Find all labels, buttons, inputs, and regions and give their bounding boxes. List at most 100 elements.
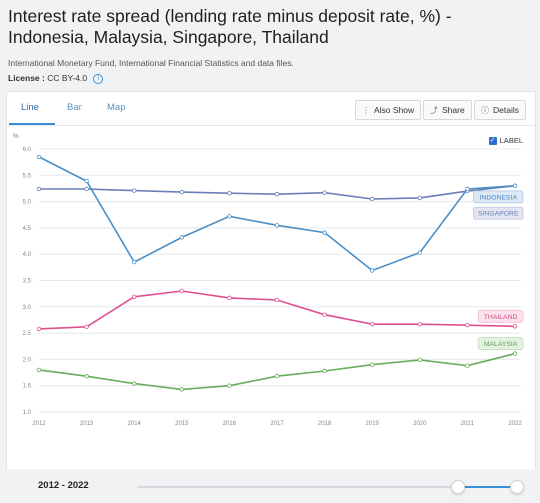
data-point-singapore [370, 268, 375, 273]
y-tick-label: 2.5 [23, 331, 32, 337]
chart-panel: Line Bar Map ⋮ Also Show ⤴ Share ⓘ Details … [6, 91, 536, 471]
data-point-thailand [84, 324, 89, 329]
y-unit-label: % [13, 133, 19, 140]
data-point-indonesia [84, 186, 89, 192]
y-tick-label: 5.5 [23, 173, 32, 179]
data-point-indonesia [179, 189, 184, 195]
checkbox-icon[interactable]: ✓ [488, 137, 497, 146]
license-label: License : [8, 73, 45, 83]
data-point-singapore [227, 214, 232, 219]
data-point-malaysia [179, 387, 184, 392]
data-point-malaysia [465, 363, 470, 368]
data-point-thailand [179, 288, 184, 294]
series-label-box [477, 309, 524, 323]
series-label-indonesia: INDONESIA [473, 190, 524, 204]
data-point-thailand [417, 321, 422, 327]
source-text: International Monetary Fund, Internation… [8, 58, 294, 68]
info-circle-icon: ⓘ [481, 106, 489, 115]
data-point-thailand [512, 324, 518, 329]
data-point-malaysia [84, 374, 89, 379]
line-chart: % 1.0 1.5 2.0 2.5 3.0 3.5 4.0 4.5 5.0 5.5 6.0 2012 20… [13, 133, 524, 427]
y-tick-label: 5.0 [23, 200, 32, 206]
series-label-malaysia: MALAYSIA [477, 337, 524, 350]
data-point-thailand [465, 323, 470, 328]
data-point-thailand [227, 295, 232, 301]
tab-line[interactable]: Line [21, 102, 39, 113]
data-point-malaysia [322, 368, 327, 374]
data-point-indonesia [274, 192, 280, 197]
data-point-singapore [322, 230, 327, 235]
data-point-malaysia [36, 367, 42, 373]
range-end-handle[interactable] [510, 480, 524, 494]
data-point-singapore [179, 235, 184, 240]
x-tick-label: 2015 [175, 421, 189, 427]
data-point-singapore [84, 178, 89, 184]
tab-map[interactable]: Map [107, 102, 126, 113]
data-point-indonesia [227, 190, 232, 196]
y-tick-label: 2.0 [23, 357, 32, 363]
series-label-box [477, 337, 524, 350]
x-tick-label: 2022 [508, 421, 522, 427]
active-tab-indicator [9, 123, 55, 125]
series-label-text: INDONESIA [480, 194, 518, 201]
data-point-singapore [274, 223, 280, 228]
range-slider-fill [456, 486, 516, 488]
also-show-button[interactable]: ⋮ Also Show [355, 100, 422, 120]
series-label-text: MALAYSIA [484, 341, 518, 348]
share-icon: ⤴ [430, 106, 438, 115]
x-tick-label: 2016 [223, 421, 237, 427]
share-label: Share [442, 105, 465, 115]
y-tick-label: 6.0 [23, 147, 32, 153]
data-point-malaysia [227, 383, 232, 388]
range-label: 2012 - 2022 [38, 480, 89, 491]
x-tick-label: 2014 [128, 421, 142, 427]
details-button[interactable]: ⓘ Details [474, 100, 526, 120]
y-tick-label: 3.5 [23, 279, 32, 285]
data-point-thailand [322, 312, 327, 317]
data-point-singapore [512, 183, 518, 189]
data-point-malaysia [274, 374, 280, 379]
x-tick-label: 2017 [270, 421, 284, 427]
x-tick-label: 2019 [366, 421, 380, 427]
data-point-malaysia [131, 381, 137, 386]
data-point-malaysia [417, 357, 422, 363]
share-button[interactable]: ⤴ Share [423, 100, 472, 120]
info-icon[interactable]: i [93, 73, 104, 84]
data-point-indonesia [417, 195, 422, 201]
data-point-singapore [417, 250, 422, 255]
data-point-indonesia [36, 186, 42, 192]
data-point-malaysia [512, 351, 518, 356]
label-toggle-text: LABEL [499, 136, 523, 145]
data-point-indonesia [370, 196, 375, 202]
also-show-label: Also Show [374, 105, 415, 115]
series-line-thailand [38, 290, 516, 330]
range-slider-track[interactable] [137, 480, 524, 494]
license-value: CC BY-4.0 [47, 73, 88, 83]
series-line-singapore [38, 156, 516, 272]
x-tick-label: 2018 [318, 421, 332, 427]
data-point-thailand [274, 297, 280, 303]
time-range-footer: 2012 - 2022 [0, 469, 540, 503]
data-point-indonesia [131, 188, 137, 193]
x-tick-label: 2021 [461, 421, 475, 427]
data-point-singapore [465, 186, 470, 192]
tab-bar[interactable]: Bar [67, 102, 82, 113]
series-label-text: THAILAND [484, 314, 518, 321]
series-label-singapore: SINGAPORE [473, 206, 524, 220]
data-point-thailand [36, 326, 42, 332]
data-point-malaysia [370, 362, 375, 367]
range-start-handle[interactable] [450, 480, 465, 494]
series-label-text: SINGAPORE [478, 211, 519, 218]
y-tick-label: 4.0 [23, 252, 32, 258]
page-title: Interest rate spread (lending rate minus… [8, 6, 452, 47]
x-tick-label: 2013 [80, 421, 94, 427]
label-toggle[interactable]: ✓ LABEL [488, 136, 523, 146]
details-label: Details [493, 105, 519, 115]
series-label-box [473, 206, 524, 220]
more-vertical-icon: ⋮ [362, 106, 370, 115]
data-point-indonesia [322, 190, 327, 195]
y-tick-label: 3.0 [23, 305, 32, 311]
series-label-thailand: THAILAND [477, 309, 524, 323]
y-tick-label: 1.0 [23, 410, 32, 416]
data-point-singapore [131, 259, 137, 265]
